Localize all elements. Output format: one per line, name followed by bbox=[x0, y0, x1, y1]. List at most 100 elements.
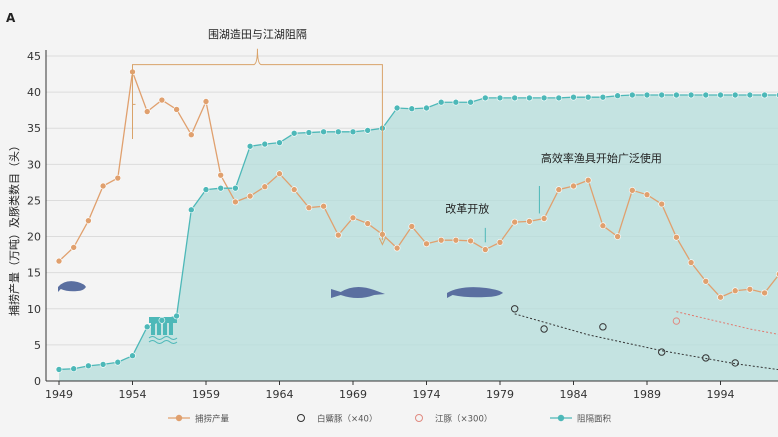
legend-marker bbox=[297, 414, 305, 422]
dam-pillar bbox=[169, 323, 173, 335]
legend-label: 江豚（×300） bbox=[435, 414, 492, 425]
catch-yield-point bbox=[761, 289, 768, 297]
x-tick-label: 1984 bbox=[560, 388, 588, 401]
blocked-area-point bbox=[261, 140, 269, 148]
finless-porpoise-icon-shape bbox=[447, 287, 503, 298]
x-tick-label: 1974 bbox=[413, 388, 441, 401]
x-tick-label: 1994 bbox=[707, 388, 735, 401]
catch-yield-point bbox=[188, 131, 195, 139]
blocked-area-point bbox=[437, 98, 445, 106]
catch-yield-point bbox=[349, 214, 357, 222]
catch-yield-point bbox=[673, 233, 680, 241]
baiji-point bbox=[702, 354, 710, 362]
blocked-area-point bbox=[349, 128, 357, 136]
blocked-area-point bbox=[55, 366, 63, 373]
catch-yield-point bbox=[364, 220, 372, 227]
baiji-dolphin-icon-shape bbox=[331, 286, 385, 298]
y-tick-label: 25 bbox=[27, 194, 41, 207]
blocked-area-point bbox=[290, 129, 298, 137]
blocked-area-point bbox=[481, 94, 489, 102]
y-tick-label: 10 bbox=[27, 303, 41, 316]
blocked-area-point bbox=[746, 91, 754, 99]
blocked-area-point bbox=[99, 361, 107, 368]
bracket bbox=[132, 48, 383, 241]
finless-porpoise-series bbox=[672, 317, 681, 325]
dam-water bbox=[148, 340, 178, 344]
catch-yield-point bbox=[717, 293, 724, 301]
legend: 捕捞产量 白鱀豚（×40） 江豚（×300） 阻隔面积 bbox=[168, 414, 612, 425]
blocked-area-point bbox=[584, 93, 592, 101]
blocked-area-point bbox=[364, 127, 372, 134]
baiji-point bbox=[658, 348, 666, 356]
catch-yield-point bbox=[173, 106, 180, 113]
catch-yield-point bbox=[158, 96, 166, 104]
blocked-area-point bbox=[129, 352, 136, 360]
baiji-dolphin-icon bbox=[331, 286, 385, 298]
catch-yield-point bbox=[526, 218, 533, 225]
catch-yield-point bbox=[202, 98, 210, 105]
blocked-area-point bbox=[599, 93, 607, 101]
catch-yield-point bbox=[276, 170, 283, 178]
blocked-area-point bbox=[202, 186, 210, 193]
dam-pillar bbox=[157, 323, 161, 335]
catch-yield-point bbox=[599, 222, 607, 230]
blocked-area-point bbox=[687, 91, 695, 99]
blocked-area-point bbox=[393, 104, 401, 112]
catch-yield-point bbox=[261, 183, 269, 191]
catch-yield-point bbox=[143, 108, 151, 115]
catch-yield-point bbox=[540, 215, 548, 222]
catch-yield-line bbox=[58, 71, 778, 299]
y-tick-label: 35 bbox=[27, 122, 41, 135]
catch-yield-point bbox=[570, 182, 577, 190]
series bbox=[55, 68, 778, 373]
annotation-reform: 改革开放 bbox=[445, 202, 489, 216]
blocked-area-point bbox=[320, 128, 327, 136]
blocked-area-point bbox=[731, 91, 739, 99]
legend-marker bbox=[557, 414, 565, 422]
blocked-area-point bbox=[702, 91, 710, 99]
catch-yield-point bbox=[217, 171, 224, 179]
blocked-area-point bbox=[540, 94, 548, 102]
catch-yield-point bbox=[481, 246, 489, 253]
blocked-area-fill bbox=[59, 95, 778, 381]
blocked-area-point bbox=[276, 139, 283, 146]
blocked-area-point bbox=[614, 92, 621, 100]
trend-line bbox=[514, 313, 778, 371]
catch-yield-point bbox=[437, 236, 445, 244]
catch-yield-point bbox=[511, 218, 519, 226]
catch-yield-point bbox=[496, 239, 504, 246]
dam-pillar bbox=[163, 323, 167, 335]
legend-item: 捕捞产量 bbox=[168, 414, 230, 425]
catch-yield-point bbox=[467, 237, 474, 245]
y-tick-label: 40 bbox=[27, 86, 41, 99]
baiji-point bbox=[540, 325, 548, 333]
blocked-area-point bbox=[173, 312, 180, 320]
catch-yield-point bbox=[55, 257, 63, 265]
bracket-arrow bbox=[378, 237, 386, 246]
catch-yield-point bbox=[702, 278, 710, 285]
finless-porpoise-icon bbox=[447, 287, 503, 298]
legend-item: 江豚（×300） bbox=[415, 414, 492, 425]
catch-yield-point bbox=[232, 198, 239, 206]
y-axis-label: 捕捞产量（万吨）及豚类数目（头） bbox=[7, 140, 21, 316]
dam-water bbox=[148, 336, 178, 340]
legend-item: 阻隔面积 bbox=[550, 414, 612, 425]
blocked-area-point bbox=[673, 91, 680, 99]
blocked-area-region bbox=[59, 95, 778, 381]
legend-marker bbox=[175, 414, 183, 422]
blocked-area-point bbox=[143, 323, 151, 331]
blocked-area-point bbox=[717, 91, 724, 99]
blocked-area-point bbox=[158, 317, 166, 324]
blocked-area-series bbox=[55, 91, 778, 373]
baiji-point bbox=[731, 359, 739, 367]
blocked-area-point bbox=[217, 184, 224, 192]
catch-yield-point bbox=[731, 287, 739, 295]
blocked-area-point bbox=[658, 91, 666, 99]
catch-yield-point bbox=[334, 231, 342, 239]
legend-label: 捕捞产量 bbox=[195, 414, 230, 425]
legend-marker bbox=[415, 414, 423, 422]
blocked-area-point bbox=[114, 358, 122, 366]
baiji-point bbox=[511, 305, 519, 313]
catch-yield-point bbox=[628, 187, 636, 194]
blocked-area-point bbox=[643, 91, 651, 99]
